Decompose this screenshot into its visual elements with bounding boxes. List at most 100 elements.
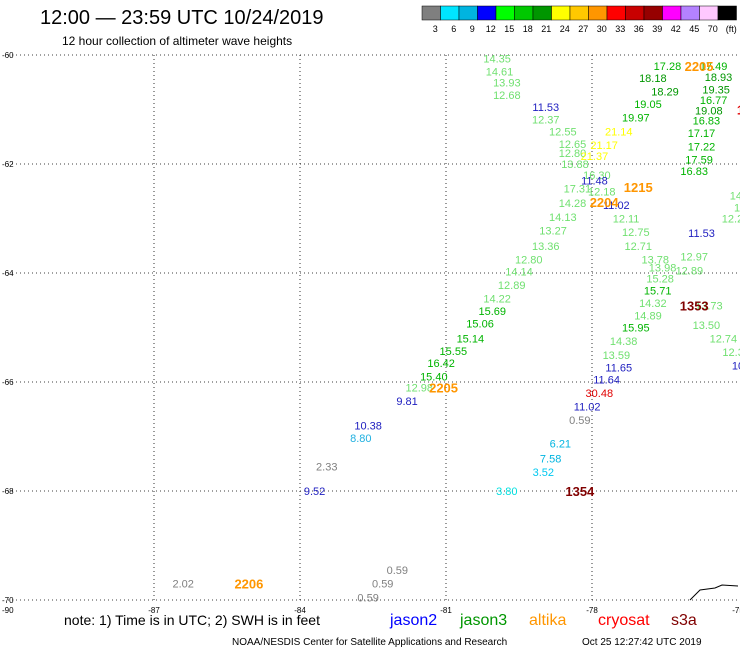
wave-height-label: 15.14 [457,333,485,345]
scale-swatch [606,5,626,21]
scale-swatch [569,5,589,21]
y-tick-label: -60 [2,51,14,60]
wave-height-label: 16.83 [693,115,721,127]
wave-height-label: 12.97 [680,252,708,264]
wave-height-label: 11.48 [581,175,608,187]
wave-height-label: 13.59 [603,350,631,362]
credits-left: NOAA/NESDIS Center for Satellite Applica… [232,637,507,648]
scale-label: 45 [689,24,699,34]
wave-height-label: 0.59 [372,579,393,591]
wave-height-label: 9.81 [396,396,417,408]
wave-height-label: 13.93 [493,77,521,89]
scale-label: 30 [597,24,607,34]
wave-height-label: 16.83 [680,166,708,178]
time-marker-label: 180 [737,103,740,118]
scale-swatch [643,5,663,21]
scale-label: 42 [671,24,681,34]
time-marker-label: 2204 [590,195,620,210]
wave-height-label: 2.33 [316,461,337,473]
y-tick-label: -70 [2,596,14,605]
legend-altika: altika [529,612,566,629]
wave-height-label: 15.71 [644,285,672,297]
wave-height-label: 17.59 [685,155,713,167]
wave-height-label: 15.95 [622,323,650,335]
wave-height-label: 15.55 [440,346,468,358]
wave-height-label: 21.37 [581,151,609,163]
wave-height-label: 0.59 [387,565,408,577]
wave-height-label: 10 [732,361,740,373]
scale-label: 39 [652,24,662,34]
wave-height-label: 14.38 [610,336,638,348]
wave-height-label: 14.22 [483,294,511,306]
wave-height-label: 12.74 [710,333,738,345]
scale-swatch [680,5,700,21]
time-marker-label: 2205 [685,59,714,74]
wave-height-label: 13.27 [539,225,567,237]
wave-height-label: 12.89 [676,265,704,277]
time-marker-label: 1353 [680,299,709,314]
y-tick-label: -62 [2,160,14,169]
wave-height-label: 19.35 [702,84,730,96]
wave-height-label: 14.28 [559,198,587,210]
legend-jason3: jason3 [459,612,507,629]
wave-height-label: 11.02 [603,200,630,212]
wave-height-label: 12.11 [613,214,640,226]
wave-height-label: 17.31 [564,184,592,196]
wave-height-label: 13.78 [642,254,670,266]
wave-height-label: 17.28 [654,61,682,73]
x-tick-label: -81 [440,606,452,615]
wave-height-label: 19.05 [634,99,662,111]
page-title: 12:00 — 23:59 UTC 10/24/2019 [40,7,324,29]
wave-height-label: 12.65 [559,139,587,151]
scale-swatch [458,5,478,21]
y-tick-label: -68 [2,487,14,496]
wave-height-label: 17.22 [688,142,716,154]
scale-swatch [495,5,515,21]
wave-height-label: 12.75 [622,227,650,239]
wave-height-label: 21.14 [605,126,633,138]
wave-height-label: 12.89 [498,280,526,292]
wave-height-label: 13.73 [695,301,723,313]
wave-height-label: 0.59 [357,592,378,604]
x-tick-label: -78 [586,606,598,615]
scale-swatch [477,5,497,21]
wave-height-label: 2.02 [172,579,193,591]
wave-height-label: 13.25 [734,203,740,215]
x-tick-label: -87 [148,606,160,615]
wave-height-label: 12.80 [559,148,587,160]
wave-height-label: 12.98 [405,382,433,394]
wave-height-label: 7.58 [540,453,561,465]
scale-swatch [699,5,719,21]
scale-label: 12 [486,24,496,34]
wave-height-label: 15.06 [466,319,494,331]
wave-height-label: 12.27 [722,214,740,226]
scale-swatch [625,5,645,21]
wave-height-label: 16.30 [583,170,611,182]
wave-height-label: 13.88 [561,159,589,171]
x-tick-label: -84 [294,606,306,615]
scale-label: 9 [470,24,475,34]
wave-height-label: 15.28 [646,273,674,285]
wave-height-label: 9.52 [304,486,325,498]
plot-area: -87 -84 -81 -78 -75 -90 -60 -62 -64 -66 -68 -70 14.3… [2,51,740,615]
wave-height-label: 21.17 [590,140,618,152]
y-tick-label: -64 [2,269,14,278]
wave-height-label: 11.64 [593,374,620,386]
scale-label: 3 [433,24,438,34]
wave-height-label: 15.69 [478,306,506,318]
wave-height-label: 14.89 [634,311,662,323]
wave-height-label: 11.02 [574,402,601,414]
wave-height-label: 3.80 [496,486,517,498]
wave-height-label: 12.18 [588,186,616,198]
wave-height-label: 18.18 [639,73,667,85]
wave-height-label: 13.50 [693,320,721,332]
wave-height-label: 10.38 [354,421,382,433]
wave-height-label: 6.21 [550,439,571,451]
scale-label: 36 [634,24,644,34]
scale-swatch [717,5,737,21]
scale-label: 18 [523,24,533,34]
wave-height-label: 14.13 [549,212,577,224]
scale-swatch [421,5,441,21]
wave-height-label: 19.08 [695,106,723,118]
